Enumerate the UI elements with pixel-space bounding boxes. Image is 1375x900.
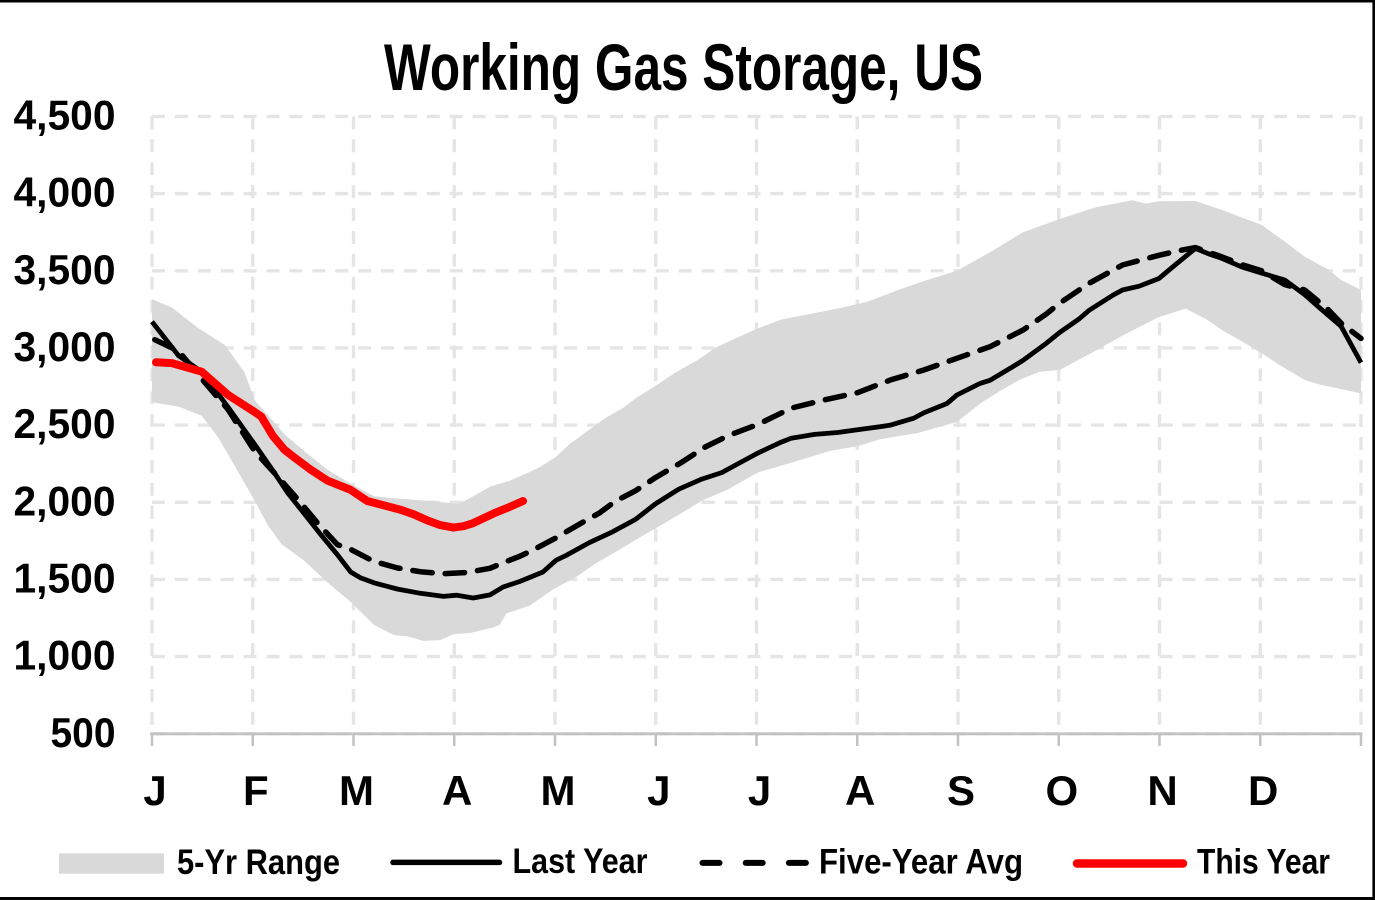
svg-text:2,500: 2,500 (14, 400, 116, 447)
svg-text:1,000: 1,000 (14, 632, 116, 679)
svg-text:O: O (1045, 767, 1078, 814)
svg-text:500: 500 (51, 709, 116, 756)
svg-text:4,500: 4,500 (14, 91, 116, 138)
svg-text:S: S (947, 767, 975, 814)
svg-text:5-Yr Range: 5-Yr Range (177, 843, 340, 882)
svg-text:J: J (647, 767, 670, 814)
svg-text:3,500: 3,500 (14, 246, 116, 293)
svg-text:J: J (748, 767, 771, 814)
svg-text:3,000: 3,000 (14, 323, 116, 370)
svg-text:4,000: 4,000 (14, 169, 116, 216)
svg-text:A: A (845, 767, 875, 814)
svg-text:This Year: This Year (1197, 843, 1330, 882)
svg-text:J: J (143, 767, 166, 814)
svg-text:M: M (339, 767, 374, 814)
svg-text:N: N (1147, 767, 1177, 814)
svg-text:F: F (243, 767, 269, 814)
svg-text:Last Year: Last Year (513, 842, 648, 881)
svg-text:Working Gas Storage, US: Working Gas Storage, US (384, 30, 983, 104)
svg-text:M: M (541, 767, 576, 814)
svg-text:D: D (1248, 767, 1278, 814)
svg-text:A: A (442, 767, 472, 814)
svg-text:1,500: 1,500 (14, 554, 116, 601)
svg-text:Five-Year Avg: Five-Year Avg (819, 843, 1023, 882)
svg-text:2,000: 2,000 (14, 477, 116, 524)
